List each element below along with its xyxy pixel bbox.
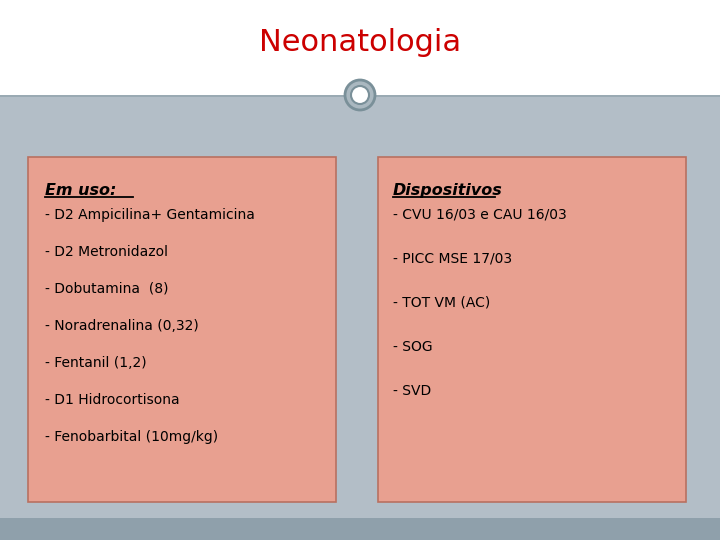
Text: - TOT VM (AC): - TOT VM (AC) (393, 296, 490, 310)
Bar (0, 518, 720, 540)
Text: - Noradrenalina (0,32): - Noradrenalina (0,32) (45, 319, 199, 333)
Text: - D2 Ampicilina+ Gentamicina: - D2 Ampicilina+ Gentamicina (45, 208, 255, 222)
Text: - SVD: - SVD (393, 384, 431, 398)
Text: - CVU 16/03 e CAU 16/03: - CVU 16/03 e CAU 16/03 (393, 208, 567, 222)
Circle shape (345, 80, 375, 110)
Text: Dispositivos: Dispositivos (393, 183, 503, 198)
Text: - D2 Metronidazol: - D2 Metronidazol (45, 245, 168, 259)
Text: Neonatologia: Neonatologia (259, 28, 461, 57)
Text: - Fenobarbital (10mg/kg): - Fenobarbital (10mg/kg) (45, 430, 218, 444)
Bar (0, 0, 720, 95)
FancyBboxPatch shape (28, 157, 336, 502)
Bar (0, 95, 720, 97)
Text: Em uso:: Em uso: (45, 183, 117, 198)
Circle shape (351, 86, 369, 104)
Text: - PICC MSE 17/03: - PICC MSE 17/03 (393, 252, 512, 266)
Text: - D1 Hidrocortisona: - D1 Hidrocortisona (45, 393, 179, 407)
Text: - Fentanil (1,2): - Fentanil (1,2) (45, 356, 147, 370)
FancyBboxPatch shape (378, 157, 686, 502)
Text: - SOG: - SOG (393, 340, 433, 354)
Text: - Dobutamina  (8): - Dobutamina (8) (45, 282, 168, 296)
